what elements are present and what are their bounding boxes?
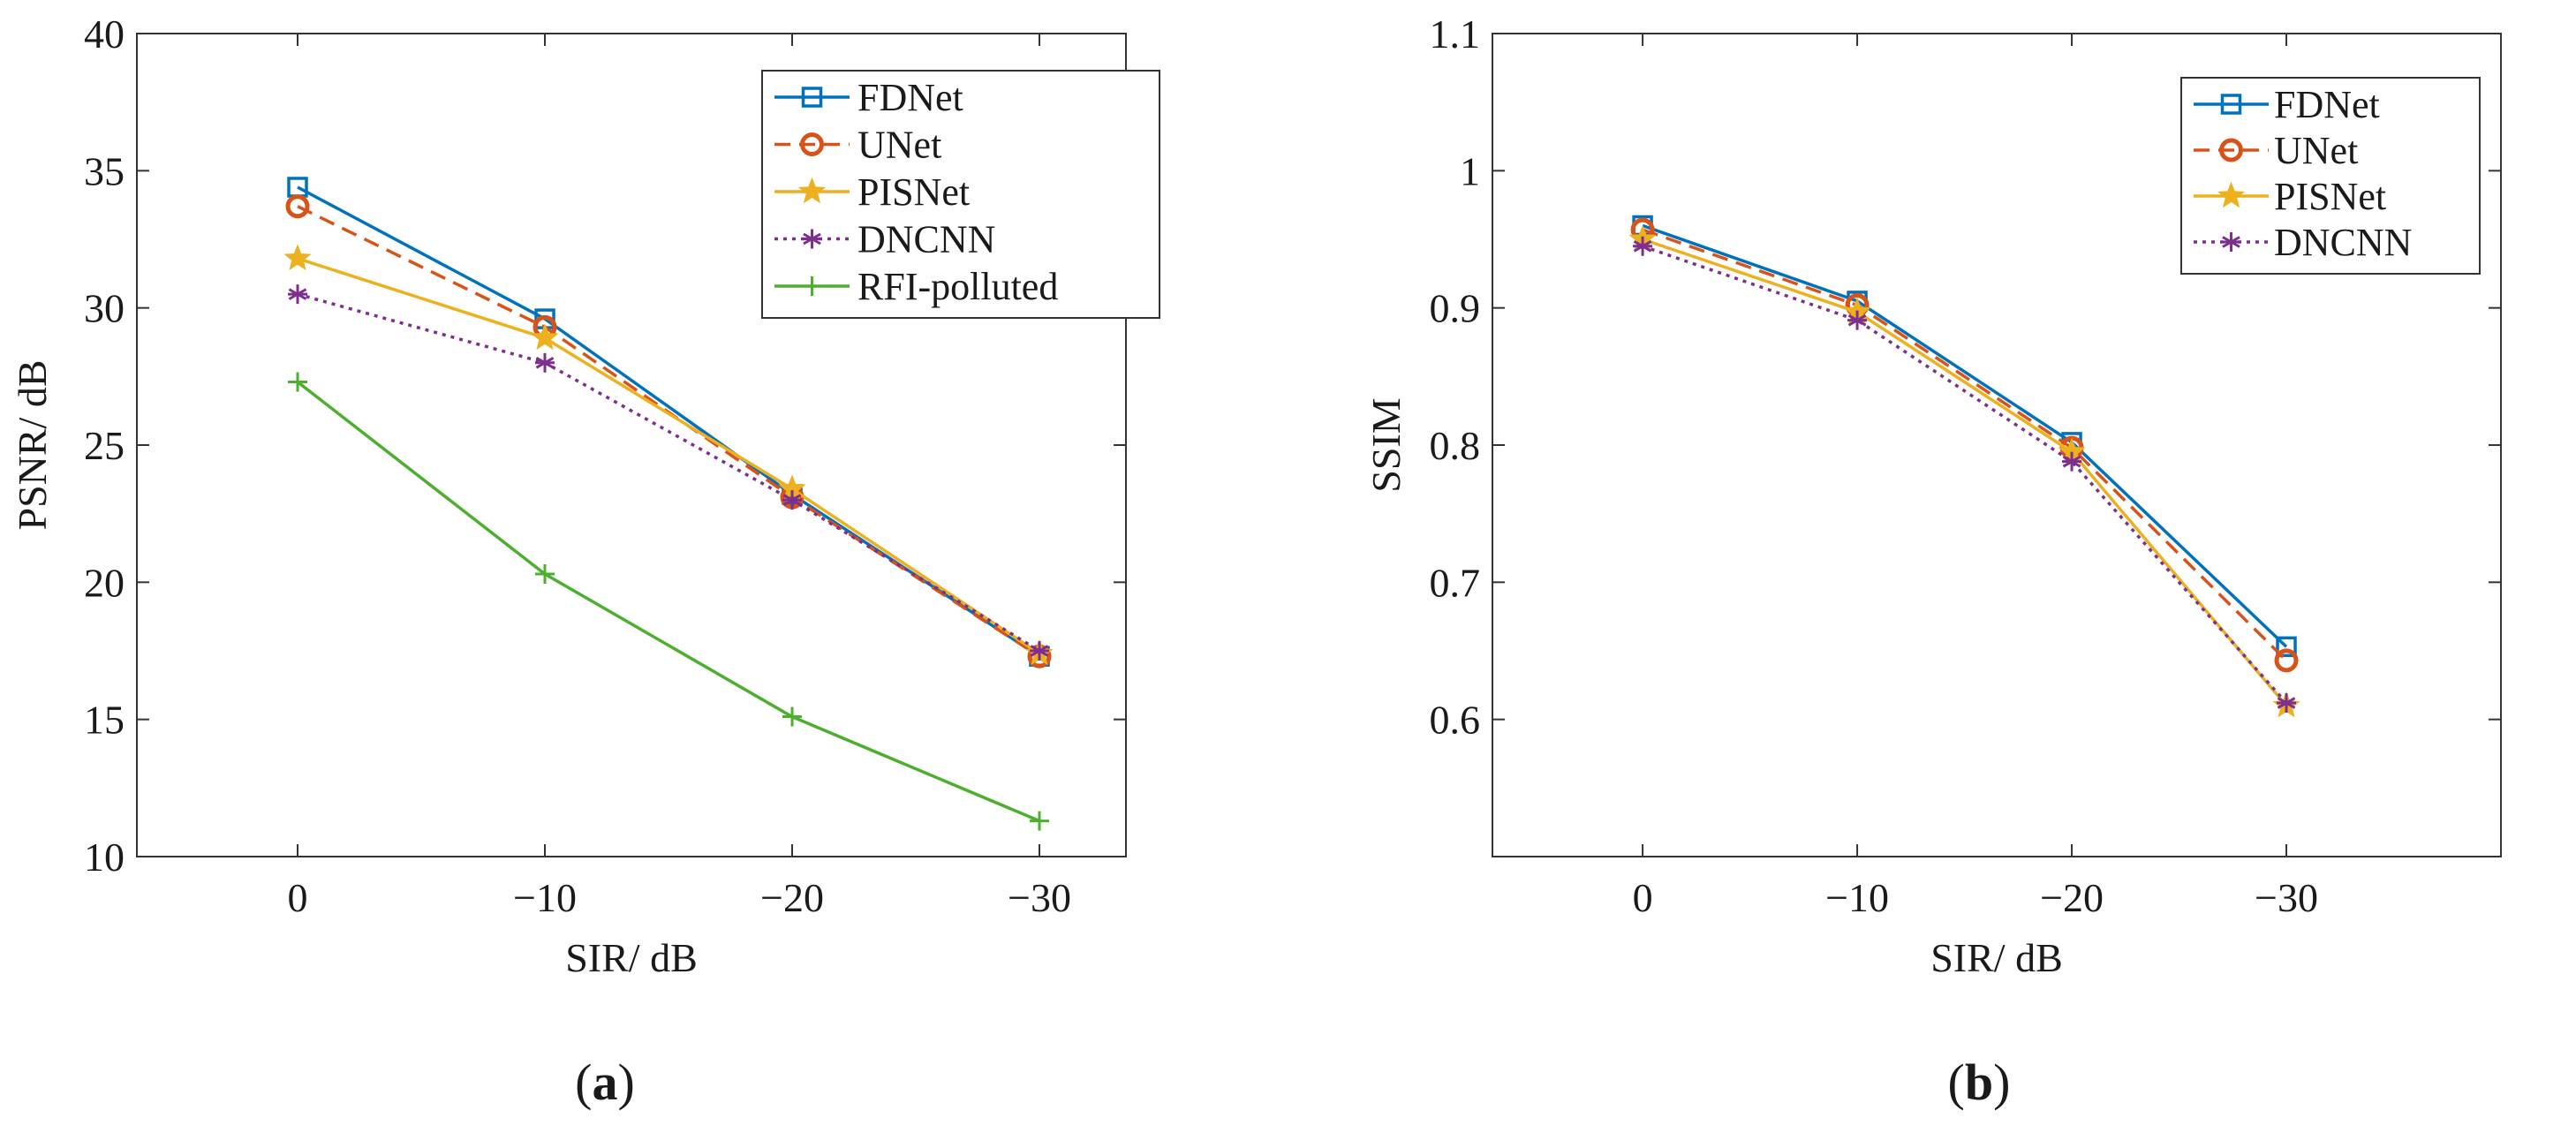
data-point bbox=[535, 564, 555, 585]
x-tick-label: −10 bbox=[1825, 875, 1889, 920]
x-tick-label: −30 bbox=[2255, 875, 2318, 920]
data-point bbox=[531, 323, 559, 351]
legend-marker bbox=[797, 177, 827, 204]
y-tick-label: 10 bbox=[84, 835, 125, 880]
x-tick-label: 0 bbox=[288, 875, 308, 920]
data-point bbox=[2277, 693, 2297, 714]
y-tick-label: 30 bbox=[84, 286, 125, 331]
data-point bbox=[2062, 451, 2082, 472]
x-tick-label: −10 bbox=[513, 875, 577, 920]
series-line bbox=[1642, 223, 2288, 648]
panel-label-letter: a bbox=[593, 1054, 618, 1111]
legend-label: PISNet bbox=[2274, 175, 2386, 218]
data-point bbox=[288, 284, 307, 305]
data-point bbox=[782, 706, 802, 727]
series-line bbox=[296, 381, 1040, 823]
x-tick-label: −30 bbox=[1008, 875, 1071, 920]
panel-label-letter: b bbox=[1965, 1054, 1993, 1111]
panel-b-ssim-chart: 0.6 0.7 0.8 0.9 1 1.1 0 −10 −20 −30 SIR/ dB SSIM FDN… bbox=[1364, 11, 2502, 1111]
data-point bbox=[283, 244, 312, 271]
x-tick-label: 0 bbox=[1633, 875, 1653, 920]
legend-label: FDNet bbox=[2274, 83, 2380, 126]
data-point bbox=[2274, 648, 2299, 673]
series-pisnet bbox=[1628, 224, 2300, 718]
x-axis-label: SIR/ dB bbox=[1930, 935, 2063, 980]
legend-marker bbox=[2220, 94, 2242, 115]
legend-label: DNCNN bbox=[857, 218, 995, 261]
legend-entry: UNet bbox=[774, 124, 941, 167]
y-tick-label: 0.9 bbox=[1430, 286, 1481, 331]
series-rfi-polluted bbox=[288, 372, 1049, 831]
series-dncnn bbox=[288, 284, 1049, 661]
panel-label-close: ) bbox=[618, 1054, 635, 1111]
legend-entry: UNet bbox=[2194, 129, 2358, 172]
legend-marker bbox=[2221, 232, 2241, 252]
legend-entry: DNCNN bbox=[774, 218, 995, 261]
data-point bbox=[1847, 310, 1868, 330]
legend-label: RFI-polluted bbox=[857, 265, 1058, 308]
legend-entry: FDNet bbox=[774, 76, 963, 119]
legend-label: PISNet bbox=[857, 170, 970, 214]
series-line bbox=[1642, 238, 2288, 707]
data-point bbox=[535, 352, 555, 373]
series-line bbox=[297, 292, 1040, 653]
series-line bbox=[1642, 228, 2288, 662]
legend-marker bbox=[802, 276, 822, 296]
data-point bbox=[1030, 811, 1049, 831]
legend-label: DNCNN bbox=[2274, 221, 2412, 264]
data-point bbox=[288, 372, 307, 392]
panel-label-close: ) bbox=[1993, 1054, 2010, 1111]
y-tick-label: 20 bbox=[84, 560, 125, 605]
series-line bbox=[297, 257, 1040, 655]
legend-marker bbox=[802, 229, 822, 249]
legend-entry: FDNet bbox=[2194, 83, 2380, 126]
y-tick-label: 15 bbox=[84, 698, 125, 743]
series-line bbox=[1642, 245, 2288, 705]
series-fdnet bbox=[1632, 215, 2297, 658]
legend-entry: PISNet bbox=[2194, 175, 2386, 218]
y-tick-label: 25 bbox=[84, 423, 125, 468]
x-tick-label: −20 bbox=[760, 875, 824, 920]
legend-marker bbox=[800, 132, 824, 156]
legend-label: UNet bbox=[2274, 129, 2358, 172]
legend-entry: DNCNN bbox=[2194, 221, 2412, 264]
panel-label: (a) bbox=[575, 1054, 635, 1111]
legend-label: FDNet bbox=[857, 76, 963, 119]
data-point bbox=[285, 194, 310, 219]
series-dncnn bbox=[1633, 236, 2297, 714]
y-axis-label: PSNR/ dB bbox=[10, 359, 55, 530]
legend-box bbox=[761, 70, 1160, 319]
y-tick-label: 0.6 bbox=[1430, 698, 1481, 743]
y-tick-label: 35 bbox=[84, 148, 125, 193]
y-tick-label: 1 bbox=[1460, 148, 1480, 193]
data-point bbox=[1030, 641, 1049, 661]
legend-label: UNet bbox=[857, 124, 941, 167]
legend-marker bbox=[2217, 181, 2246, 208]
data-point bbox=[782, 490, 802, 510]
panel-label: (b) bbox=[1948, 1054, 2011, 1111]
y-tick-label: 0.7 bbox=[1430, 560, 1481, 605]
x-tick-label: −20 bbox=[2040, 875, 2104, 920]
panel-label-open: ( bbox=[575, 1054, 592, 1111]
y-tick-label: 1.1 bbox=[1430, 11, 1481, 57]
panel-a-psnr-chart: 10 15 20 25 30 35 40 0 −10 −20 −30 SIR/ dB PSNR/ dB F… bbox=[10, 11, 1160, 1111]
data-point bbox=[2276, 636, 2297, 658]
x-axis-label: SIR/ dB bbox=[565, 935, 698, 980]
data-point bbox=[1633, 236, 1653, 256]
legend-marker bbox=[801, 87, 823, 108]
legend-marker bbox=[2219, 138, 2243, 162]
legend-entry: RFI-polluted bbox=[774, 265, 1058, 308]
panel-label-open: ( bbox=[1948, 1054, 1965, 1111]
legend-entry: PISNet bbox=[774, 170, 970, 214]
y-axis-label: SSIM bbox=[1364, 397, 1409, 492]
data-point bbox=[287, 177, 308, 198]
y-tick-label: 0.8 bbox=[1430, 423, 1481, 468]
y-tick-label: 40 bbox=[84, 11, 125, 57]
